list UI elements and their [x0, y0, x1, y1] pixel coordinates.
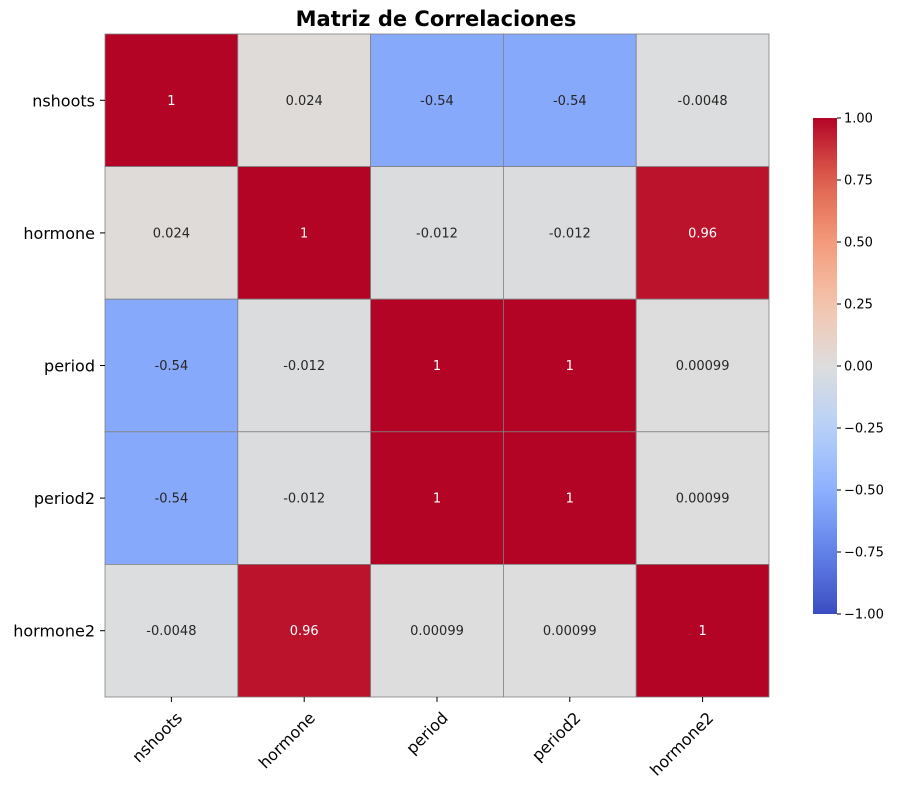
heatmap-cell-period-hormone [237, 298, 372, 433]
x-tick-label-hormone: hormone [255, 708, 319, 772]
y-tick-label-nshoots: nshoots [32, 91, 95, 110]
cell-value-label: 0.00099 [543, 624, 597, 639]
cell-value-label: 0.024 [153, 226, 190, 241]
x-tick-label-period: period [402, 708, 451, 757]
cell-value-label: -0.0048 [146, 624, 196, 639]
colorbar-tick-label: −0.25 [844, 422, 884, 437]
heatmap-cell-period2-period [370, 431, 504, 565]
cell-value-label: -0.0048 [678, 94, 728, 109]
cell-value-label: 0.96 [290, 624, 319, 639]
cell-value-label: 1 [300, 226, 308, 241]
y-tick-label-period2: period2 [34, 489, 95, 508]
cell-value-label: -0.54 [155, 492, 189, 507]
colorbar-tick-label: −0.75 [844, 546, 884, 561]
cell-value-label: 0.024 [286, 94, 323, 109]
y-tick-label-period: period [44, 357, 95, 376]
colorbar-gradient [813, 118, 837, 614]
cell-value-label: 0.00099 [676, 359, 730, 374]
cell-value-label: -0.54 [553, 94, 587, 109]
heatmap-cell-hormone2-hormone [237, 564, 372, 698]
y-tick-label-hormone: hormone [23, 224, 95, 243]
y-tick-labels: nshoots hormone period period2 hormone2 [13, 91, 105, 641]
x-tick-label-nshoots: nshoots [128, 708, 186, 766]
heatmap-cell-hormone2-hormone2 [635, 564, 770, 698]
heatmap-cell-nshoots-nshoots [104, 33, 239, 168]
cell-value-label: -0.012 [283, 492, 325, 507]
cell-value-label: 1 [566, 359, 574, 374]
heatmap-cell-period-period [370, 298, 504, 433]
cell-value-label: -0.012 [283, 359, 325, 374]
cell-value-label: 1 [433, 359, 441, 374]
heatmap-cell-nshoots-hormone [237, 33, 372, 168]
colorbar-tick-label: 0.50 [844, 236, 873, 251]
cell-value-label: 0.00099 [410, 624, 464, 639]
heatmap-cell-hormone-hormone2 [635, 166, 770, 300]
x-tick-labels: nshoots hormone period period2 hormone2 [128, 697, 717, 780]
cell-value-label: 0.96 [688, 226, 717, 241]
y-tick-label-hormone2: hormone2 [13, 622, 95, 641]
cell-value-label: -0.54 [155, 359, 189, 374]
colorbar-tick-label: 0.00 [844, 360, 873, 375]
heatmap-cell-hormone2-period [370, 564, 504, 698]
cell-value-label: 1 [698, 624, 706, 639]
heatmap-cell-hormone-period [370, 166, 504, 300]
cell-value-label: 1 [167, 94, 175, 109]
heatmap-cell-hormone-hormone [237, 166, 372, 300]
colorbar-tick-label: −0.50 [844, 484, 884, 499]
colorbar-tick-label: 0.25 [844, 298, 873, 313]
colorbar-tick-label: 1.00 [844, 112, 873, 127]
heatmap-cells: 1 0.024 -0.54 -0.54 -0.0048 0.024 1 -0.012 -0.01… [104, 33, 770, 698]
heatmap-cell-period2-period2 [502, 431, 637, 565]
heatmap-cell-nshoots-hormone2 [635, 33, 770, 168]
colorbar-tick-label: 0.75 [844, 174, 873, 189]
heatmap-cell-nshoots-period [370, 33, 504, 168]
heatmap-cell-period-hormone2 [635, 298, 770, 433]
cell-value-label: 1 [433, 492, 441, 507]
heatmap-cell-nshoots-period2 [502, 33, 637, 168]
cell-value-label: 0.00099 [676, 492, 730, 507]
x-tick-label-period2: period2 [528, 708, 585, 765]
chart-title: Matriz de Correlaciones [296, 7, 577, 31]
heatmap-cell-period2-hormone [237, 431, 372, 565]
cell-value-label: -0.012 [416, 226, 458, 241]
heatmap-cell-hormone2-nshoots [104, 564, 239, 698]
heatmap-cell-hormone-nshoots [104, 166, 239, 300]
colorbar: 1.00 0.75 0.50 0.25 0.00 −0.25 −0.50 −0.75 −1.00 [813, 112, 884, 623]
heatmap-cell-period2-hormone2 [635, 431, 770, 565]
x-tick-label-hormone2: hormone2 [646, 708, 717, 779]
cell-value-label: -0.012 [549, 226, 591, 241]
heatmap-cell-period-period2 [502, 298, 637, 433]
colorbar-tick-label: −1.00 [844, 608, 884, 623]
cell-value-label: 1 [566, 492, 574, 507]
cell-value-label: -0.54 [420, 94, 454, 109]
